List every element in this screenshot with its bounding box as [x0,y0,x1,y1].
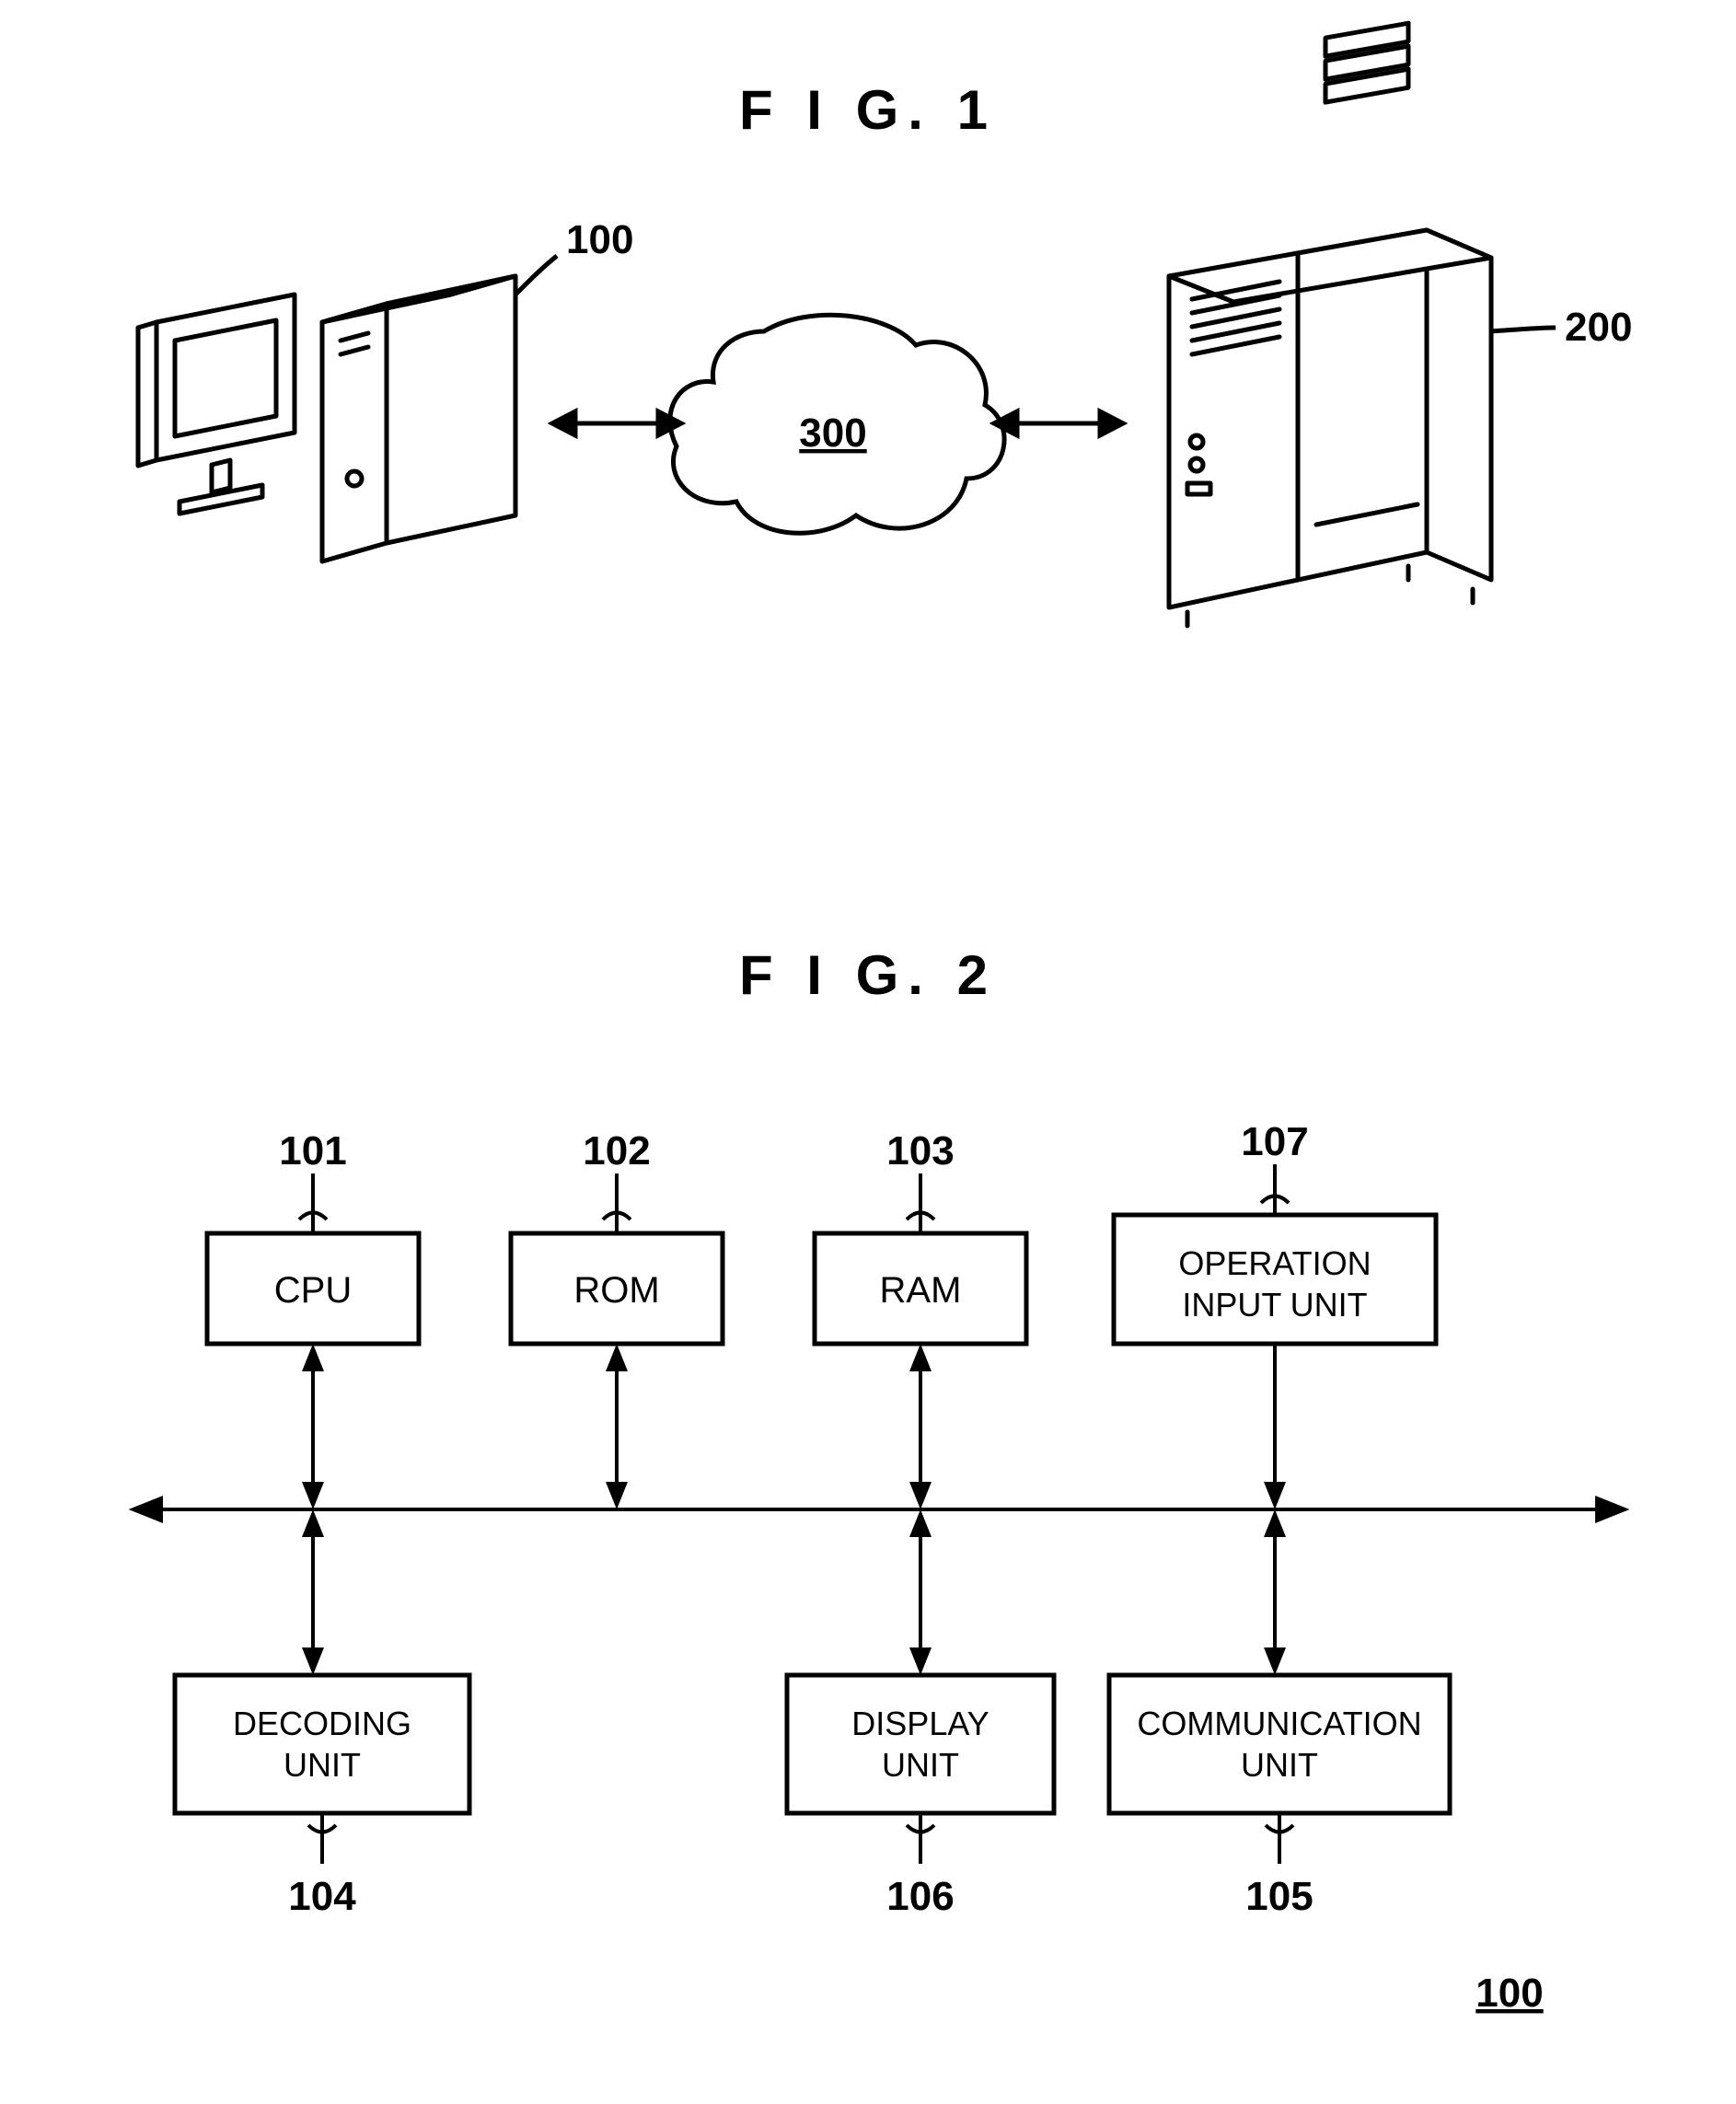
server-icon [1169,23,1491,626]
block-ram: RAM 103 [815,1128,1026,1509]
block-cpu-ref: 101 [279,1128,346,1173]
diagram-svg: F I G. 1 100 300 [0,0,1736,2104]
block-display-label1: DISPLAY [851,1705,989,1742]
block-ram-label: RAM [880,1270,962,1311]
block-rom: ROM 102 [511,1128,723,1509]
arrow-client-cloud [552,411,681,435]
block-decode-label1: DECODING [233,1705,411,1742]
fig2-device-ref: 100 [1476,1971,1543,2016]
fig1-server-ref-text: 200 [1565,305,1632,350]
block-cpu: CPU 101 [207,1128,419,1509]
fig1-server-ref: 200 [1491,305,1632,350]
block-comm-ref: 105 [1245,1874,1313,1919]
block-comm-label1: COMMUNICATION [1137,1705,1421,1742]
bus-line [133,1498,1625,1520]
client-pc-icon [138,276,515,561]
block-opinput-ref: 107 [1241,1119,1308,1164]
block-decode-label2: UNIT [284,1746,361,1784]
block-communication: COMMUNICATION UNIT 105 [1109,1509,1450,1919]
page: F I G. 1 100 300 [0,0,1736,2104]
fig1-client-ref-text: 100 [566,217,633,262]
block-decode-ref: 104 [288,1874,356,1919]
block-opinput-label2: INPUT UNIT [1182,1286,1367,1324]
block-rom-ref: 102 [583,1128,650,1173]
fig1-client-ref: 100 [515,217,633,295]
block-display: DISPLAY UNIT 106 [787,1509,1054,1919]
fig1-network-ref: 300 [799,410,866,456]
block-ram-ref: 103 [886,1128,954,1173]
block-comm-label2: UNIT [1241,1746,1318,1784]
block-display-label2: UNIT [882,1746,959,1784]
fig1-title: F I G. 1 [739,79,997,141]
block-decoding: DECODING UNIT 104 [175,1509,469,1919]
block-operation-input: OPERATION INPUT UNIT 107 [1114,1119,1436,1509]
block-cpu-label: CPU [274,1270,352,1311]
arrow-cloud-server [994,411,1123,435]
fig2-title: F I G. 2 [739,944,997,1006]
block-rom-label: ROM [573,1270,659,1311]
block-display-ref: 106 [886,1874,954,1919]
block-opinput-label1: OPERATION [1178,1244,1371,1282]
